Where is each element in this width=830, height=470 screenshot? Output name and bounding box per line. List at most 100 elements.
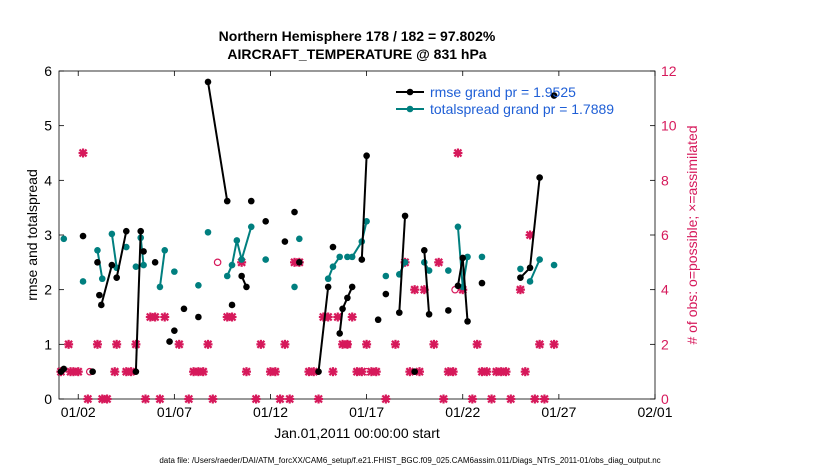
rmse-point — [281, 238, 289, 245]
rmse-point — [243, 283, 250, 291]
x-tick-label: 01/22 — [445, 404, 480, 420]
chart-title-line1: Northern Hemisphere 178 / 182 = 97.802% — [219, 28, 496, 44]
obs-assimilated-point — [102, 394, 112, 404]
rmse-point — [454, 282, 462, 290]
obs-assimilated-point — [501, 367, 511, 377]
rmse-point — [166, 338, 173, 345]
totalspread-point — [247, 223, 255, 231]
rmse-segment — [456, 257, 464, 287]
y-axis-left: 0 1 2 3 4 5 6 — [44, 63, 64, 407]
obs-assimilated-point — [203, 339, 213, 349]
totalspread-point — [233, 237, 241, 244]
rmse-point — [132, 368, 140, 375]
obs-assimilated-point — [270, 367, 280, 377]
rmse-point — [550, 92, 558, 99]
obs-assimilated-point — [280, 339, 290, 349]
rmse-point — [94, 259, 101, 266]
obs-assimilated-point — [78, 148, 88, 158]
obs-assimilated-point — [155, 394, 165, 404]
rmse-point — [459, 254, 467, 262]
obs-assimilated-point — [539, 394, 549, 404]
totalspread-point — [262, 256, 269, 263]
rmse-point — [140, 248, 147, 255]
y-left-tick-label: 5 — [44, 118, 52, 134]
totalspread-segment — [529, 259, 541, 282]
rmse-point — [411, 368, 418, 375]
rmse-point — [315, 368, 322, 375]
y-left-tick-label: 6 — [44, 63, 52, 79]
y-left-tick-label: 4 — [44, 172, 52, 188]
rmse-point — [363, 152, 370, 160]
totalspread-point — [425, 267, 433, 274]
y-axis-right-label: # of obs: o=possible; ×=assimilated — [684, 125, 700, 344]
obs-assimilated-point — [347, 312, 357, 322]
y-right-tick-label: 12 — [661, 63, 677, 79]
obs-assimilated-point — [434, 257, 444, 267]
rmse-point — [204, 78, 212, 86]
rmse-segment — [338, 308, 344, 334]
obs-assimilated-point — [535, 339, 545, 349]
totalspread-point — [122, 243, 130, 251]
obs-assimilated-point — [285, 394, 295, 404]
totalspread-point — [228, 261, 236, 269]
rmse-segment — [423, 250, 431, 315]
totalspread-point — [382, 272, 390, 280]
rmse-point — [238, 272, 245, 280]
obs-assimilated-point — [381, 394, 391, 404]
rmse-point — [464, 318, 471, 325]
x-axis: 01/02 01/07 01/12 01/17 01/22 01/27 02/01 — [61, 71, 673, 420]
y-right-tick-label: 10 — [661, 118, 677, 134]
obs-assimilated-point — [487, 394, 497, 404]
rmse-point — [296, 259, 303, 266]
totalspread-point — [324, 275, 332, 283]
totalspread-point — [108, 230, 116, 238]
series-layer — [56, 78, 559, 404]
obs-possible-point — [343, 340, 352, 349]
totalspread-point — [348, 253, 356, 261]
y-axis-left-label: rmse and totalspread — [24, 169, 40, 301]
totalspread-point — [478, 253, 486, 261]
rmse-point — [344, 294, 351, 302]
rmse-point — [122, 227, 130, 235]
legend-rmse-label: rmse grand pr = 1.9525 — [430, 84, 576, 100]
legend-spread-label: totalspread grand pr = 1.7889 — [430, 101, 614, 117]
obs-assimilated-point — [448, 367, 458, 377]
obs-assimilated-point — [184, 394, 194, 404]
obs-assimilated-point — [390, 339, 400, 349]
y-right-tick-label: 0 — [661, 391, 669, 407]
data-file-footer: data file: /Users/raeder/DAI/ATM_forcXX/… — [159, 456, 660, 465]
totalspread-point — [223, 272, 231, 280]
obs-possible-point — [362, 367, 371, 376]
obs-assimilated-point — [141, 394, 151, 404]
obs-assimilated-point — [472, 339, 482, 349]
y-left-tick-label: 2 — [44, 282, 52, 298]
y-right-tick-label: 8 — [661, 172, 669, 188]
y-right-tick-label: 6 — [661, 227, 669, 243]
x-tick-label: 01/02 — [61, 404, 96, 420]
rmse-point — [478, 279, 486, 287]
obs-assimilated-point — [328, 367, 338, 377]
x-tick-label: 01/17 — [349, 404, 384, 420]
legend: rmse grand pr = 1.9525 totalspread grand… — [396, 84, 614, 117]
rmse-point — [171, 327, 178, 334]
obs-assimilated-point — [333, 312, 343, 322]
totalspread-point — [94, 247, 101, 254]
totalspread-point — [296, 235, 303, 243]
y-left-tick-label: 3 — [44, 227, 52, 243]
rmse-point — [536, 174, 543, 181]
rmse-point — [223, 197, 231, 205]
obs-assimilated-point — [482, 367, 492, 377]
chart-title-line2: AIRCRAFT_TEMPERATURE @ 831 hPa — [227, 46, 486, 62]
totalspread-point — [336, 253, 343, 261]
x-tick-label: 02/01 — [637, 404, 672, 420]
obs-assimilated-point — [410, 285, 420, 295]
rmse-point — [97, 301, 105, 309]
totalspread-point — [161, 247, 169, 254]
totalspread-point — [79, 278, 87, 285]
rmse-point — [113, 274, 120, 281]
totalspread-point — [291, 283, 298, 291]
rmse-segment — [398, 215, 407, 313]
obs-assimilated-point — [198, 367, 208, 377]
y-right-tick-label: 4 — [661, 282, 669, 298]
